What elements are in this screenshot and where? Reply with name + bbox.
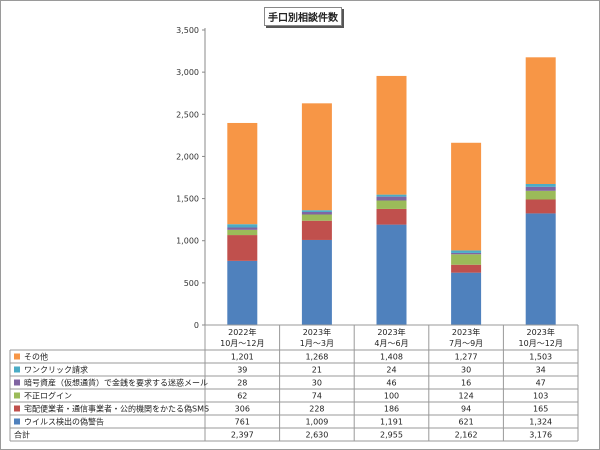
bar-segment xyxy=(301,211,332,215)
y-tick-label: 3,000 xyxy=(176,68,199,77)
data-label: 1,268 xyxy=(305,353,328,362)
data-label: 30 xyxy=(312,379,322,388)
y-tick-label: 2,500 xyxy=(176,110,199,119)
bar-segment xyxy=(376,224,407,325)
data-label: 28 xyxy=(237,379,247,388)
bar-segment xyxy=(451,142,482,251)
bar-segment xyxy=(227,227,258,230)
bar-segment xyxy=(451,252,482,255)
chart-title: 手口別相談件数 xyxy=(264,7,342,26)
data-label: 103 xyxy=(533,392,548,401)
legend-label: ウイルス検出の偽警告 xyxy=(24,417,104,427)
data-label: 47 xyxy=(536,379,546,388)
bar-segment xyxy=(376,200,407,209)
data-label: 1,408 xyxy=(380,353,403,362)
data-label: 94 xyxy=(461,405,471,414)
data-label: 124 xyxy=(458,392,473,401)
data-label: 24 xyxy=(386,366,396,375)
bar-segment xyxy=(525,213,556,325)
data-label: 165 xyxy=(533,405,548,414)
x-tick-label-period: 4月～6月 xyxy=(374,339,408,348)
x-tick-label-year: 2023年 xyxy=(527,327,555,337)
legend-swatch xyxy=(14,366,20,373)
total-value: 2,397 xyxy=(231,431,254,440)
y-tick-label: 0 xyxy=(194,321,199,330)
total-value: 3,176 xyxy=(529,431,552,440)
y-tick-label: 1,000 xyxy=(176,237,199,246)
bar-segment xyxy=(301,220,332,240)
legend-label: その他 xyxy=(24,352,48,362)
data-label: 62 xyxy=(237,392,247,401)
bar-segment xyxy=(451,264,482,273)
y-tick-label: 1,500 xyxy=(176,195,199,204)
legend-label: 宅配便業者・通信事業者・公的機関をかたる偽SMS xyxy=(24,404,209,414)
bar-segment xyxy=(227,235,258,261)
x-tick-label-year: 2023年 xyxy=(452,327,480,337)
bar-segment xyxy=(227,122,258,225)
bar-segment xyxy=(301,214,332,221)
bar-segment xyxy=(301,103,332,211)
legend-swatch xyxy=(14,379,20,386)
x-tick-label-period: 7月～9月 xyxy=(449,339,483,348)
bar-segment xyxy=(376,196,407,201)
data-label: 1,503 xyxy=(529,353,552,362)
x-tick-label-year: 2023年 xyxy=(377,327,405,337)
data-label: 100 xyxy=(384,392,399,401)
x-tick-label-year: 2022年 xyxy=(228,327,256,337)
bar-segment xyxy=(525,183,556,187)
data-label: 1,277 xyxy=(455,353,478,362)
bar-segment xyxy=(525,190,556,200)
data-label: 39 xyxy=(237,366,247,375)
data-label: 1,009 xyxy=(305,418,328,427)
bar-segment xyxy=(525,186,556,191)
data-label: 34 xyxy=(536,366,546,375)
legend-swatch xyxy=(14,392,20,399)
bar-segment xyxy=(301,210,332,212)
data-label: 30 xyxy=(461,366,471,375)
legend-swatch xyxy=(14,405,20,412)
bar-segment xyxy=(376,194,407,197)
data-label: 74 xyxy=(312,392,322,401)
legend-label: 不正ログイン xyxy=(24,391,72,401)
totals-label: 合計 xyxy=(14,430,30,440)
data-label: 21 xyxy=(312,366,322,375)
data-label: 46 xyxy=(386,379,396,388)
data-label: 621 xyxy=(458,418,473,427)
bar-segment xyxy=(227,229,258,236)
bar-segment xyxy=(227,224,258,228)
total-value: 2,955 xyxy=(380,431,403,440)
data-label: 186 xyxy=(384,405,399,414)
x-tick-label-period: 10月～12月 xyxy=(220,339,264,348)
bar-segment xyxy=(525,57,556,184)
legend-label: ワンクリック請求 xyxy=(24,365,88,375)
total-value: 2,630 xyxy=(305,431,328,440)
y-tick-label: 2,000 xyxy=(176,152,199,161)
x-tick-label-year: 2023年 xyxy=(303,327,331,337)
legend-label: 暗号資産（仮想通貨）で金銭を要求する迷惑メール xyxy=(24,378,208,388)
bar-segment xyxy=(451,250,482,253)
data-label: 761 xyxy=(235,418,250,427)
legend-swatch xyxy=(14,353,20,360)
legend-swatch xyxy=(14,418,20,425)
data-label: 16 xyxy=(461,379,471,388)
data-label: 1,324 xyxy=(529,418,552,427)
data-label: 1,201 xyxy=(231,353,254,362)
data-label: 1,191 xyxy=(380,418,403,427)
x-tick-label-period: 1月～3月 xyxy=(300,339,334,348)
bar-segment xyxy=(301,239,332,325)
bar-segment xyxy=(227,260,258,325)
bar-segment xyxy=(451,254,482,265)
total-value: 2,162 xyxy=(455,431,478,440)
bar-segment xyxy=(525,199,556,214)
bar-segment xyxy=(376,208,407,225)
data-label: 306 xyxy=(235,405,250,414)
y-tick-label: 3,500 xyxy=(176,26,199,35)
x-tick-label-period: 10月～12月 xyxy=(519,339,563,348)
y-tick-label: 500 xyxy=(184,279,199,288)
bar-segment xyxy=(376,75,407,195)
data-label: 228 xyxy=(309,405,324,414)
bar-segment xyxy=(451,272,482,325)
